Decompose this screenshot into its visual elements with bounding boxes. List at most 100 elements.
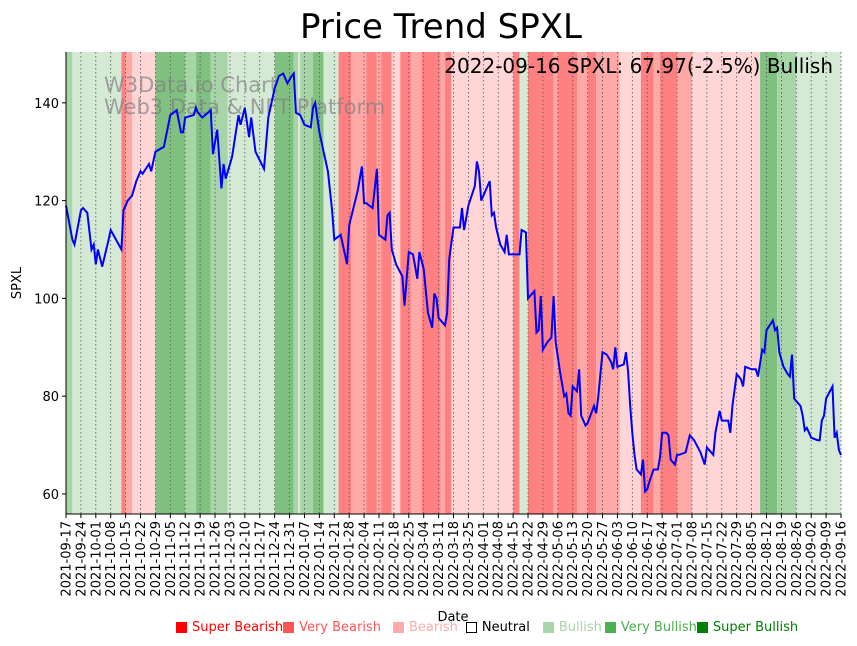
x-tick-label: 2021-12-17 (253, 521, 268, 597)
x-tick-label: 2021-12-24 (268, 521, 283, 597)
x-tick-label: 2022-02-25 (402, 521, 417, 597)
sentiment-band (312, 52, 324, 514)
sentiment-band (553, 52, 558, 514)
sentiment-band (195, 52, 211, 514)
x-tick-label: 2022-08-26 (790, 521, 805, 597)
x-tick-label: 2021-09-17 (60, 521, 75, 597)
legend-swatch (392, 622, 404, 633)
sentiment-band (410, 52, 422, 514)
x-tick-label: 2022-07-15 (700, 521, 715, 597)
y-tick-label: 80 (42, 390, 59, 405)
x-axis-label: Date (437, 610, 468, 625)
sentiment-band (677, 52, 692, 514)
legend-swatch (542, 622, 554, 633)
legend-label: Very Bullish (620, 620, 697, 635)
x-tick-label: 2022-02-04 (358, 521, 373, 597)
legend-swatch (696, 622, 708, 633)
x-tick-label: 2022-02-11 (372, 521, 387, 597)
watermark-line-2: Web3 Data & NFT Platform (104, 95, 385, 119)
sentiment-band (760, 52, 778, 514)
sentiment-band (300, 52, 313, 514)
x-tick-label: 2021-11-19 (194, 521, 209, 597)
x-tick-label: 2022-03-11 (432, 521, 447, 597)
sentiment-band (440, 52, 445, 514)
x-tick-label: 2022-05-13 (566, 521, 581, 597)
x-tick-label: 2022-07-22 (715, 521, 730, 597)
sentiment-band (528, 52, 554, 514)
sentiment-band (513, 52, 520, 514)
sentiment-band (376, 52, 382, 514)
x-tick-label: 2021-10-01 (89, 521, 104, 597)
sentiment-band (293, 52, 299, 514)
x-tick-label: 2022-01-07 (298, 521, 313, 597)
sentiment-band (653, 52, 661, 514)
legend-item: Super Bearish (176, 620, 283, 635)
legend-swatch (176, 622, 187, 633)
y-tick-label: 60 (42, 488, 59, 503)
x-tick-label: 2022-03-25 (462, 521, 477, 597)
sentiment-band (777, 52, 797, 514)
legend-label: Super Bullish (712, 620, 799, 635)
x-tick-label: 2022-04-01 (477, 521, 492, 597)
x-tick-label: 2022-07-29 (730, 521, 745, 597)
legend-item: Neutral (465, 620, 530, 635)
x-tick-label: 2022-05-06 (551, 521, 566, 597)
sentiment-band (298, 52, 301, 514)
sentiment-band (557, 52, 577, 514)
x-tick-label: 2021-11-05 (164, 521, 179, 597)
sentiment-band (366, 52, 377, 514)
sentiment-band (338, 52, 352, 514)
x-tick-label: 2022-06-24 (656, 521, 671, 597)
x-tick-label: 2021-10-29 (149, 521, 164, 597)
legend-swatch (465, 622, 477, 633)
legend-item: Bearish (392, 620, 458, 635)
sentiment-band (274, 52, 294, 514)
x-tick-label: 2022-02-18 (387, 521, 402, 597)
legend-label: Bullish (558, 620, 602, 635)
x-tick-label: 2022-01-28 (343, 521, 358, 597)
legend-label: Bearish (408, 620, 458, 635)
sentiment-band (323, 52, 339, 514)
legend-swatch (283, 622, 295, 633)
legend-item: Super Bullish (696, 620, 799, 635)
sentiment-band (381, 52, 392, 514)
x-tick-label: 2021-10-08 (104, 521, 119, 597)
sentiment-band (796, 52, 841, 514)
x-tick-label: 2022-05-20 (581, 521, 596, 597)
legend-label: Neutral (481, 620, 530, 635)
legend-item: Very Bearish (283, 620, 381, 635)
x-tick-label: 2022-06-03 (611, 521, 626, 597)
x-tick-label: 2022-08-19 (775, 521, 790, 597)
legend-label: Very Bearish (299, 620, 381, 635)
x-tick-label: 2022-08-12 (760, 521, 775, 597)
y-axis-ticks: 60 80 100 120 140 (34, 97, 66, 503)
x-tick-label: 2022-09-16 (835, 521, 850, 597)
legend-label: Super Bearish (192, 620, 284, 635)
x-tick-label: 2021-12-31 (283, 521, 298, 597)
y-tick-label: 140 (34, 97, 59, 112)
sentiment-band (132, 52, 156, 514)
sentiment-band (125, 52, 133, 514)
sentiment-band (210, 52, 228, 514)
legend-swatch (604, 622, 616, 633)
x-tick-label: 2021-09-24 (74, 521, 89, 597)
x-tick-label: 2021-12-10 (238, 521, 253, 597)
legend-item: Very Bullish (604, 620, 697, 635)
chart-title: Price Trend SPXL (300, 7, 582, 47)
x-tick-label: 2022-09-02 (805, 521, 820, 597)
price-line (65, 70, 842, 494)
sentiment-band (519, 52, 529, 514)
legend: Super Bearish Very Bearish Bearish Neutral B… (176, 620, 798, 635)
x-tick-label: 2022-05-27 (596, 521, 611, 597)
y-axis-label: SPXL (10, 266, 25, 299)
x-tick-label: 2022-03-04 (417, 521, 432, 597)
x-tick-label: 2022-06-10 (626, 521, 641, 597)
x-tick-label: 2022-04-22 (522, 521, 537, 597)
x-tick-label: 2021-12-03 (223, 521, 238, 597)
watermark: W3Data.io Chart Web3 Data & NFT Platform (104, 73, 385, 119)
x-tick-label: 2022-01-21 (328, 521, 343, 597)
sentiment-band (391, 52, 401, 514)
sentiment-band (576, 52, 588, 514)
